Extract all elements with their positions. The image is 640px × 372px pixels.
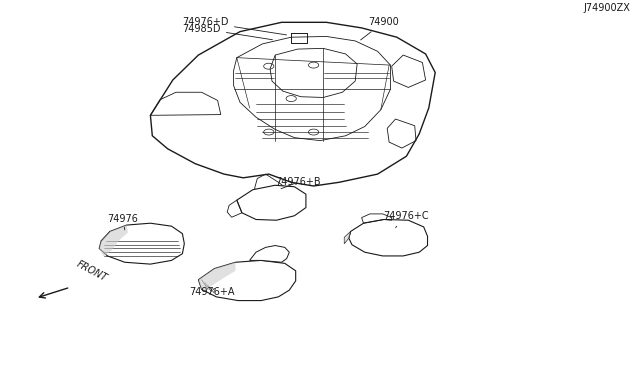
Text: 74976: 74976 [108, 214, 138, 230]
Text: 74976+C: 74976+C [383, 211, 428, 228]
Text: FRONT: FRONT [75, 259, 109, 283]
Text: 74976+A: 74976+A [189, 286, 234, 296]
Polygon shape [349, 219, 428, 256]
Text: 74976+D: 74976+D [182, 17, 287, 35]
Text: J74900ZX: J74900ZX [584, 3, 630, 13]
Text: 74976+B: 74976+B [275, 177, 321, 189]
Polygon shape [344, 231, 351, 244]
Polygon shape [250, 246, 289, 262]
Polygon shape [99, 223, 184, 264]
Polygon shape [198, 262, 236, 289]
Text: 74900: 74900 [360, 17, 399, 40]
Polygon shape [150, 22, 435, 186]
Text: 74985D: 74985D [182, 23, 273, 40]
Polygon shape [237, 185, 306, 220]
Polygon shape [198, 260, 296, 301]
Polygon shape [99, 225, 128, 257]
